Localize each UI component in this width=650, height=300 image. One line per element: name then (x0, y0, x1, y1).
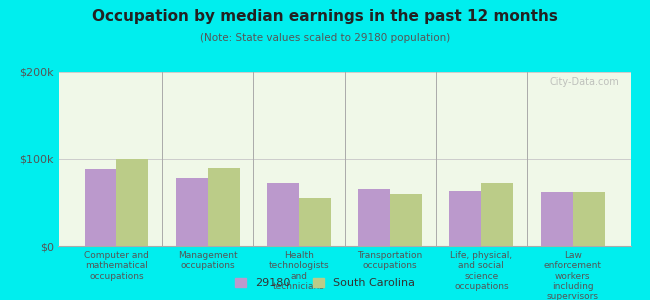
Bar (449, 191, 482, 246)
Bar (358, 190, 390, 246)
Bar (299, 198, 331, 246)
Legend: 29180, South Carolina: 29180, South Carolina (232, 275, 418, 291)
Bar (482, 183, 514, 246)
Bar (267, 183, 299, 246)
Bar (116, 159, 148, 246)
Text: (Note: State values scaled to 29180 population): (Note: State values scaled to 29180 popu… (200, 33, 450, 43)
Bar (84, 169, 116, 246)
Bar (176, 178, 207, 246)
Bar (207, 168, 240, 246)
Bar (541, 192, 573, 246)
Text: Occupation by median earnings in the past 12 months: Occupation by median earnings in the pas… (92, 9, 558, 24)
Bar (573, 192, 604, 246)
Text: City-Data.com: City-Data.com (549, 77, 619, 87)
Bar (390, 194, 422, 246)
